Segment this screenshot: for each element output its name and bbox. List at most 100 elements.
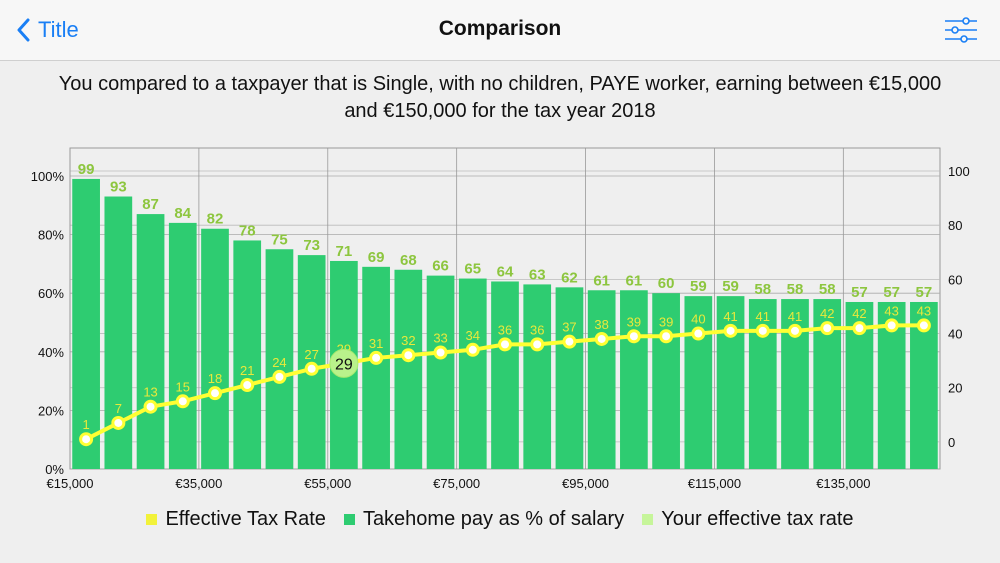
legend-label-effective-tax-rate: Effective Tax Rate bbox=[165, 508, 326, 530]
effective-tax-point bbox=[626, 329, 641, 344]
takehome-bar bbox=[201, 228, 229, 469]
left-axis-tick-label: 0% bbox=[45, 462, 64, 477]
takehome-bar bbox=[72, 178, 100, 469]
left-axis-tick-label: 20% bbox=[38, 403, 64, 418]
bar-value-label: 78 bbox=[239, 222, 256, 239]
x-axis-tick-label: €95,000 bbox=[562, 476, 609, 491]
x-axis-tick-label: €35,000 bbox=[175, 476, 222, 491]
bar-value-label: 87 bbox=[142, 196, 159, 213]
bar-value-label: 93 bbox=[110, 179, 127, 196]
takehome-bar bbox=[684, 296, 713, 469]
tax-value-label: 31 bbox=[369, 336, 383, 351]
effective-tax-point bbox=[884, 318, 899, 333]
left-axis-tick-label: 40% bbox=[38, 345, 64, 360]
effective-tax-point bbox=[175, 394, 190, 409]
effective-tax-point bbox=[659, 329, 674, 344]
bar-value-label: 68 bbox=[400, 252, 417, 269]
takehome-bar bbox=[426, 275, 455, 469]
bar-value-label: 82 bbox=[207, 211, 224, 228]
tax-value-label: 33 bbox=[433, 331, 447, 346]
tax-value-label: 21 bbox=[240, 363, 254, 378]
takehome-bar bbox=[168, 222, 197, 469]
effective-tax-point bbox=[594, 331, 609, 346]
tax-value-label: 24 bbox=[272, 355, 286, 370]
filter-settings-icon[interactable] bbox=[944, 15, 978, 45]
effective-tax-point bbox=[562, 334, 577, 349]
right-axis-tick-label: 40 bbox=[948, 327, 962, 342]
navigation-bar: Title Comparison bbox=[0, 0, 1000, 61]
back-button-label: Title bbox=[38, 17, 79, 42]
bar-value-label: 58 bbox=[754, 281, 771, 298]
takehome-bar bbox=[458, 278, 487, 469]
right-axis-tick-label: 0 bbox=[948, 435, 955, 450]
tax-value-label: 40 bbox=[691, 312, 705, 327]
tax-value-label: 7 bbox=[115, 401, 122, 416]
right-axis-tick-label: 80 bbox=[948, 218, 962, 233]
bar-value-label: 57 bbox=[916, 284, 933, 301]
effective-tax-point bbox=[433, 345, 448, 360]
legend-swatch-your-rate bbox=[642, 514, 654, 525]
takehome-bar bbox=[491, 281, 519, 469]
bar-value-label: 60 bbox=[658, 275, 675, 292]
right-axis-tick-label: 20 bbox=[948, 381, 962, 396]
takehome-bar bbox=[555, 287, 584, 469]
effective-tax-point bbox=[369, 350, 384, 365]
takehome-bar bbox=[265, 249, 294, 469]
tax-value-label: 42 bbox=[852, 306, 866, 321]
tax-value-label: 41 bbox=[756, 309, 770, 324]
bar-value-label: 61 bbox=[593, 272, 610, 289]
tax-value-label: 42 bbox=[820, 306, 834, 321]
tax-value-label: 38 bbox=[594, 317, 608, 332]
effective-tax-point bbox=[852, 321, 867, 336]
tax-value-label: 37 bbox=[562, 320, 576, 335]
left-axis-tick-label: 100% bbox=[31, 169, 65, 184]
bar-value-label: 65 bbox=[464, 261, 481, 278]
bar-value-label: 59 bbox=[690, 278, 707, 295]
tax-value-label: 43 bbox=[884, 303, 898, 318]
effective-tax-point bbox=[755, 323, 770, 338]
tax-value-label: 34 bbox=[466, 328, 480, 343]
tax-value-label: 13 bbox=[143, 385, 157, 400]
bar-value-label: 63 bbox=[529, 266, 546, 283]
comparison-summary: You compared to a taxpayer that is Singl… bbox=[58, 73, 942, 122]
effective-tax-point bbox=[691, 326, 706, 341]
right-axis-tick-label: 100 bbox=[948, 164, 970, 179]
tax-value-label: 32 bbox=[401, 333, 415, 348]
tax-value-label: 39 bbox=[659, 314, 673, 329]
bar-value-label: 84 bbox=[174, 205, 191, 222]
bar-value-label: 64 bbox=[497, 263, 514, 280]
bar-value-label: 58 bbox=[819, 281, 836, 298]
effective-tax-point bbox=[788, 323, 802, 338]
effective-tax-point bbox=[208, 386, 222, 401]
bar-value-label: 73 bbox=[303, 237, 320, 254]
bar-value-label: 57 bbox=[883, 284, 900, 301]
tax-value-label: 36 bbox=[498, 322, 512, 337]
bar-value-label: 57 bbox=[851, 284, 868, 301]
your-rate-marker bbox=[329, 348, 359, 378]
x-axis-tick-label: €115,000 bbox=[688, 476, 741, 491]
effective-tax-point bbox=[498, 337, 512, 352]
takehome-bar bbox=[362, 266, 390, 469]
takehome-bar bbox=[587, 290, 616, 469]
chart-legend: Effective Tax Rate Takehome pay as % of … bbox=[0, 508, 1000, 531]
right-axis-tick-label: 60 bbox=[948, 272, 962, 287]
tax-value-label: 41 bbox=[723, 309, 737, 324]
effective-tax-point bbox=[916, 318, 931, 333]
bar-value-label: 99 bbox=[78, 161, 95, 178]
legend-item-takehome-pay: Takehome pay as % of salary bbox=[343, 508, 624, 531]
back-button[interactable]: Title bbox=[16, 12, 79, 48]
takehome-bar bbox=[394, 269, 423, 469]
effective-tax-point bbox=[401, 348, 416, 363]
tax-value-label: 18 bbox=[208, 371, 222, 386]
legend-label-your-rate: Your effective tax rate bbox=[661, 508, 854, 530]
legend-item-your-rate: Your effective tax rate bbox=[642, 508, 854, 531]
bar-value-label: 66 bbox=[432, 258, 449, 275]
takehome-bar bbox=[233, 240, 262, 469]
effective-tax-point bbox=[304, 361, 319, 376]
tax-value-label: 15 bbox=[176, 379, 190, 394]
x-axis-tick-label: €75,000 bbox=[433, 476, 480, 491]
effective-tax-point bbox=[143, 399, 158, 414]
x-axis-tick-label: €15,000 bbox=[47, 476, 94, 491]
tax-value-label: 41 bbox=[788, 309, 802, 324]
